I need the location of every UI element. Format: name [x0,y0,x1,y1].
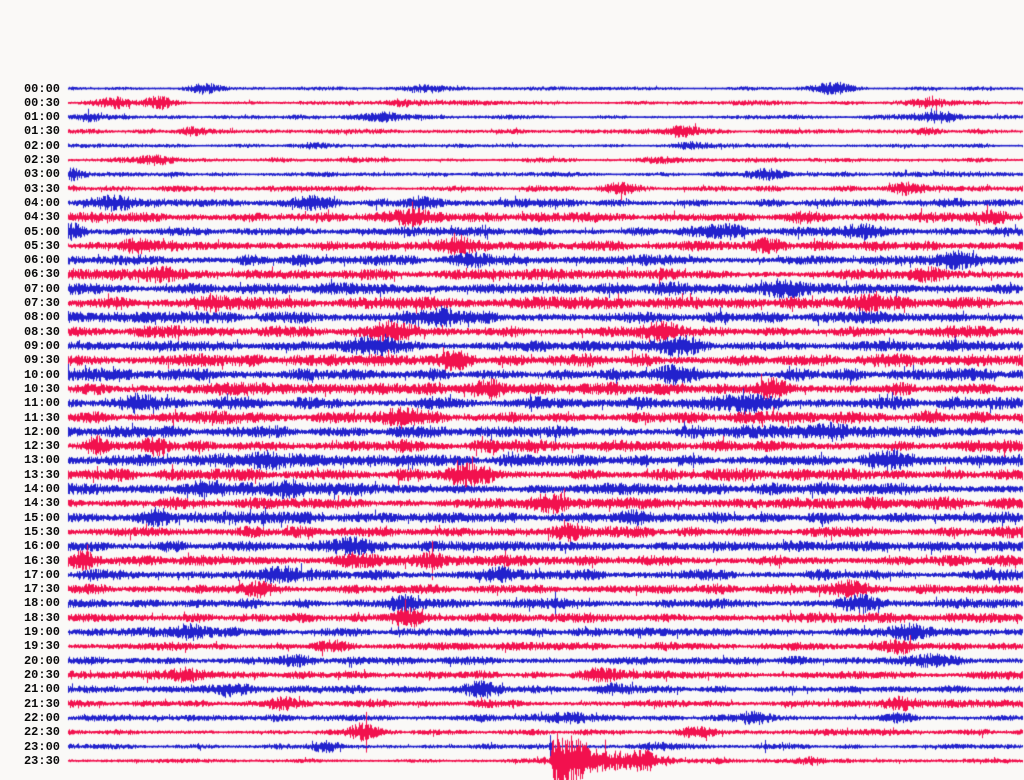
trace-time-label: 00:00 [23,81,60,96]
trace-time-label: 13:30 [23,467,60,482]
trace-time-label: 20:30 [23,668,60,682]
trace-time-label: 01:00 [23,110,60,125]
trace-time-label: 08:30 [23,324,60,339]
trace-time-label: 04:00 [23,195,60,210]
trace-time-label: 14:00 [23,482,60,497]
trace-time-label: 03:30 [23,181,60,196]
trace-time-label: 06:30 [23,267,60,282]
trace-time-label: 23:00 [23,739,60,754]
trace-time-label: 05:00 [23,224,60,239]
trace-time-label: 17:00 [23,567,60,582]
trace-time-label: 07:00 [23,281,60,296]
trace-time-label: 04:30 [23,210,60,225]
trace-time-label: 15:30 [23,524,60,539]
trace-time-label: 03:00 [23,167,60,182]
trace-time-label: 10:00 [23,367,60,382]
trace-time-label: 20:00 [23,653,60,668]
trace-time-label: 09:30 [23,353,60,368]
trace-time-label: 16:00 [23,539,60,554]
trace-time-label: 21:30 [23,696,60,711]
trace-time-label: 18:30 [23,610,60,625]
trace-time-label: 05:30 [23,238,60,253]
trace-time-label: 12:30 [23,439,60,454]
trace-time-label: 18:00 [23,596,60,611]
trace-time-label: 15:00 [23,510,60,525]
trace-time-label: 06:00 [23,253,60,268]
trace-time-label: 02:30 [23,153,60,168]
trace-time-label: 23:30 [23,753,60,768]
trace-time-label: 11:00 [23,396,60,411]
trace-time-label: 17:30 [23,582,60,597]
trace-time-label: 14:30 [23,496,60,511]
trace-time-label: 13:00 [23,453,60,468]
trace-time-label: 12:00 [23,424,60,439]
trace-time-label: 22:00 [23,710,60,725]
trace-time-label: 19:30 [23,639,60,654]
trace-time-label: 16:30 [23,553,60,568]
trace-time-label: 10:30 [23,381,60,396]
trace-time-label: 02:00 [23,138,60,153]
trace-time-label: 01:30 [23,124,60,139]
trace-time-label: 07:30 [23,296,60,311]
trace-time-label: 21:00 [23,682,60,697]
trace-time-label: 08:00 [23,310,60,325]
trace-time-label: 22:30 [23,725,60,740]
trace-time-label: 19:00 [23,625,60,640]
trace-time-label: 00:30 [23,95,60,110]
trace-time-label: 09:00 [23,338,60,353]
trace-time-label: 11:30 [23,410,60,425]
